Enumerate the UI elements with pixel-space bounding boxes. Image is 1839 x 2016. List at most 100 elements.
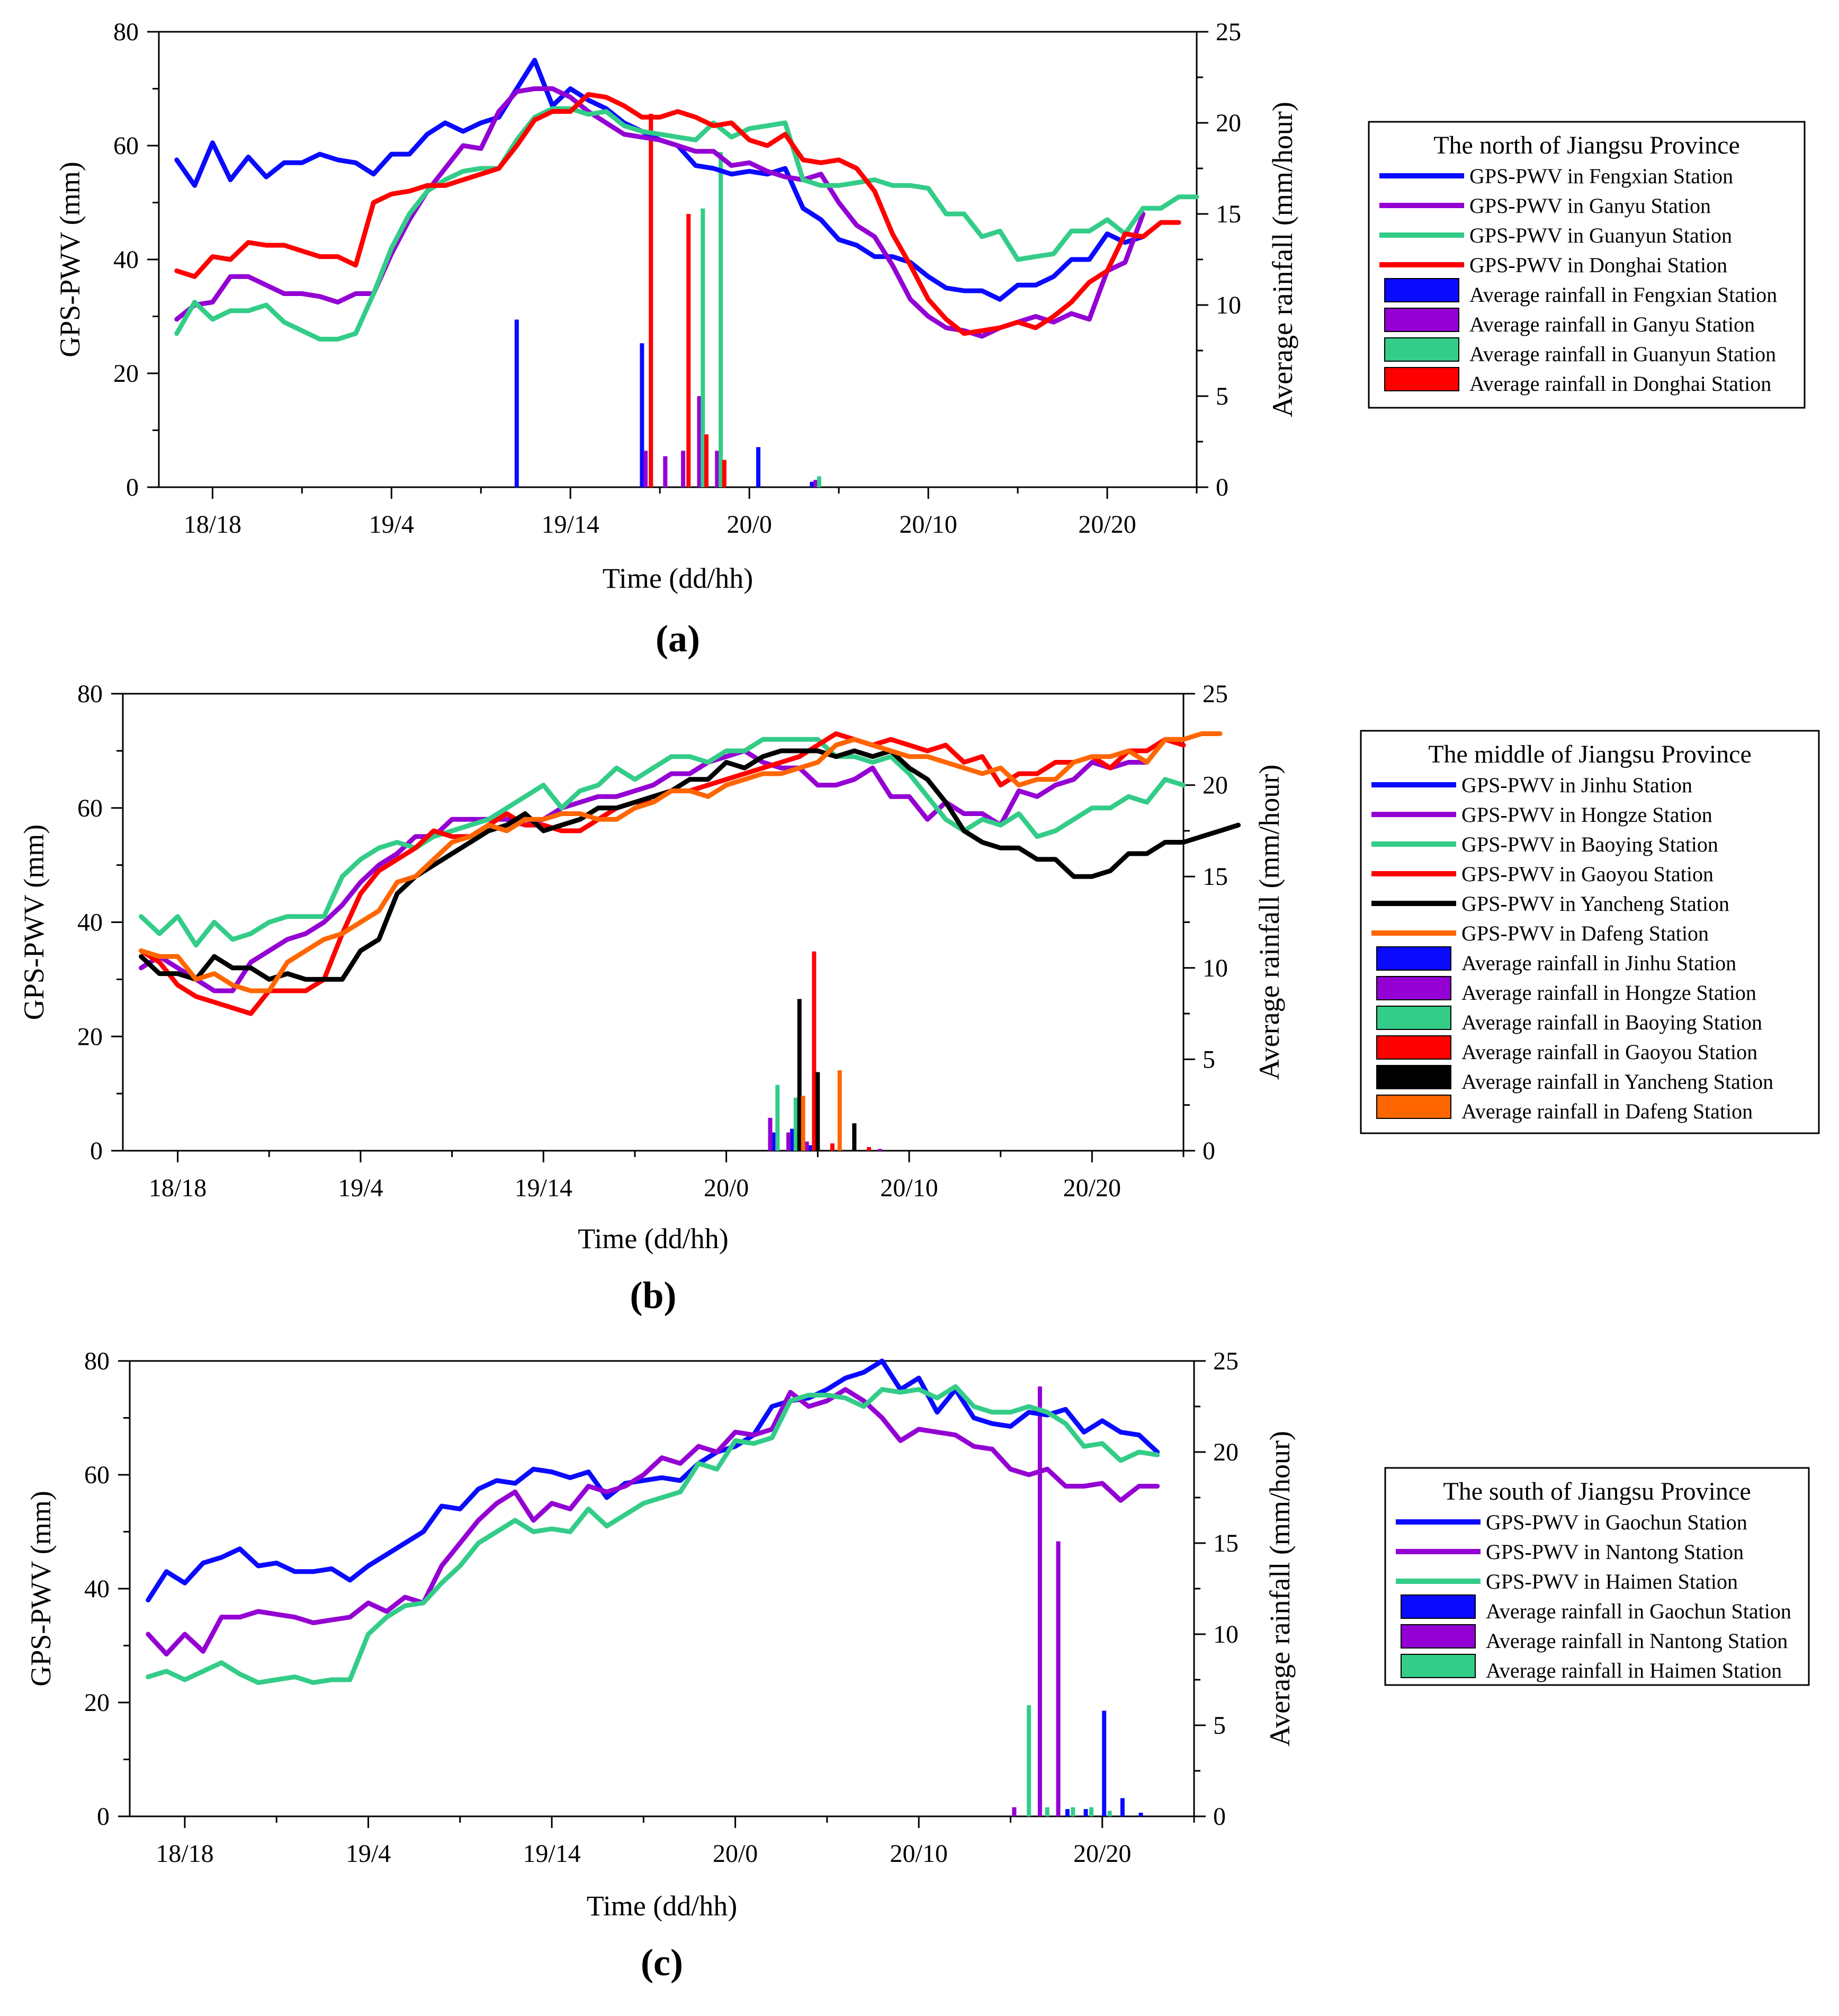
rainfall-bar [768,1117,773,1151]
rainfall-bar [1071,1807,1075,1816]
rainfall-bar [812,951,817,1151]
rainfall-bar [793,1097,798,1151]
x-tick-label: 20/10 [890,1840,948,1868]
rainfall-bar [815,1072,820,1151]
pwv-series-line [174,86,1146,339]
legend-entry: GPS-PWV in Haimen Station [1486,1570,1738,1593]
x-tick-label: 20/0 [727,510,772,539]
legend-entry: GPS-PWV in Gaochun Station [1486,1510,1747,1534]
rainfall-bar [877,1149,882,1151]
x-tick-label: 19/14 [523,1840,580,1868]
y-tick-label: 0 [126,473,139,501]
rainfall-bar [801,1096,805,1151]
panel-label: (b) [630,1274,677,1316]
legend-entry: Average rainfall in Gaochun Station [1486,1599,1791,1623]
x-tick-label: 18/18 [149,1174,207,1202]
x-tick-label: 20/20 [1078,510,1136,539]
y2-tick-label: 0 [1203,1137,1215,1165]
legend-entry: GPS-PWV in Donghai Station [1469,253,1727,277]
chart-panel-2: 0 20 40 60 80 0 5 10 15 20 25 18/18 19/4 19/14 20/0 20/… [18,680,1820,1316]
rainfall-bar [640,343,644,487]
y2-axis-label: Average rainfall (mm/hour) [1264,1431,1296,1746]
legend-entry: GPS-PWV in Hongze Station [1461,803,1712,827]
legend-entry: Average rainfall in Ganyu Station [1469,312,1755,336]
y2-tick-label: 5 [1213,1712,1226,1740]
rainfall-bar [1037,1386,1042,1816]
rainfall-bar [701,208,705,487]
x-tick-label: 20/0 [704,1174,749,1202]
x-tick-label: 18/18 [184,510,241,539]
rainfall-bar [775,1085,780,1151]
pwv-series-line [146,1387,1160,1657]
y-tick-label: 60 [77,794,103,822]
x-tick-label: 19/4 [338,1174,383,1202]
legend-entry: Average rainfall in Nantong Station [1486,1629,1788,1653]
rainfall-bar [1138,1813,1143,1816]
legend-entry: GPS-PWV in Jinhu Station [1461,773,1692,797]
legend-bar-swatch [1376,1095,1451,1119]
pwv-series-line [146,1358,1160,1602]
rainfall-bar [813,480,818,487]
x-tick-label: 19/14 [542,510,599,539]
rainfall-bar [704,434,709,487]
x-tick-label: 20/0 [713,1840,758,1868]
y-tick-label: 80 [84,1347,110,1375]
panel-label: (c) [641,1941,683,1984]
y2-tick-label: 5 [1216,382,1228,410]
rainfall-bar [1120,1798,1125,1816]
legend: The north of Jiangsu Province GPS-PWV in … [1368,121,1806,409]
legend-entry: Average rainfall in Donghai Station [1469,372,1771,396]
y-tick-label: 20 [113,360,139,388]
legend-bar-swatch [1384,367,1459,391]
rainfall-bar [786,1132,791,1151]
rainfall-bar [1012,1807,1017,1816]
legend-entry: Average rainfall in Fengxian Station [1469,283,1777,307]
pwv-series-line [146,1384,1160,1685]
legend-entry: GPS-PWV in Nantong Station [1486,1540,1744,1564]
rainfall-bar [810,481,814,487]
legend-bar-swatch [1376,1035,1451,1060]
y-axis-label: GPS-PWV (mm) [25,1491,57,1687]
pwv-series-line [139,748,1241,982]
x-axis-label: Time (dd/hh) [578,1223,729,1255]
legend-bar-swatch [1376,1065,1451,1089]
x-tick-label: 20/20 [1063,1174,1121,1202]
legend-bar-swatch [1384,308,1459,332]
legend-bar-swatch [1384,337,1459,362]
y2-axis-label: Average rainfall (mm/hour) [1253,765,1285,1080]
rainfall-bar [817,476,821,487]
rainfall-bar [808,1145,813,1151]
y2-tick-label: 10 [1213,1620,1239,1648]
legend-entry: GPS-PWV in Gaoyou Station [1461,862,1714,886]
y-tick-label: 40 [77,909,103,937]
legend-entry: Average rainfall in Gaoyou Station [1461,1040,1757,1064]
rainfall-bar [1065,1809,1070,1816]
y-tick-label: 0 [97,1803,110,1831]
y-tick-label: 40 [84,1575,110,1603]
legend-entry: Average rainfall in Jinhu Station [1461,951,1736,975]
rainfall-bar [1045,1807,1049,1816]
legend-entry: Average rainfall in Yancheng Station [1461,1070,1773,1094]
legend-bar-swatch [1376,976,1451,1000]
y2-tick-label: 0 [1216,473,1228,501]
y-tick-label: 60 [113,132,139,160]
legend-entry: Average rainfall in Hongze Station [1461,981,1756,1005]
rainfall-bar [867,1147,872,1151]
pwv-series-line [139,748,1150,993]
y2-tick-label: 10 [1216,291,1241,319]
x-tick-label: 19/4 [346,1840,391,1868]
y-tick-label: 20 [84,1689,110,1717]
legend-bar-swatch [1401,1654,1476,1678]
pwv-series-line [174,92,1181,336]
legend-bar-swatch [1376,1006,1451,1030]
rainfall-bar [772,1132,776,1151]
y2-tick-label: 20 [1216,109,1241,137]
rainfall-bar [715,451,720,487]
legend-title: The north of Jiangsu Province [1433,131,1740,159]
rainfall-bar [804,1141,809,1151]
y2-axis-label: Average rainfall (mm/hour) [1267,102,1298,417]
legend-entry: Average rainfall in Haimen Station [1486,1659,1782,1682]
legend-box [1384,1467,1810,1686]
legend: The middle of Jiangsu Province GPS-PWV in… [1360,730,1820,1134]
